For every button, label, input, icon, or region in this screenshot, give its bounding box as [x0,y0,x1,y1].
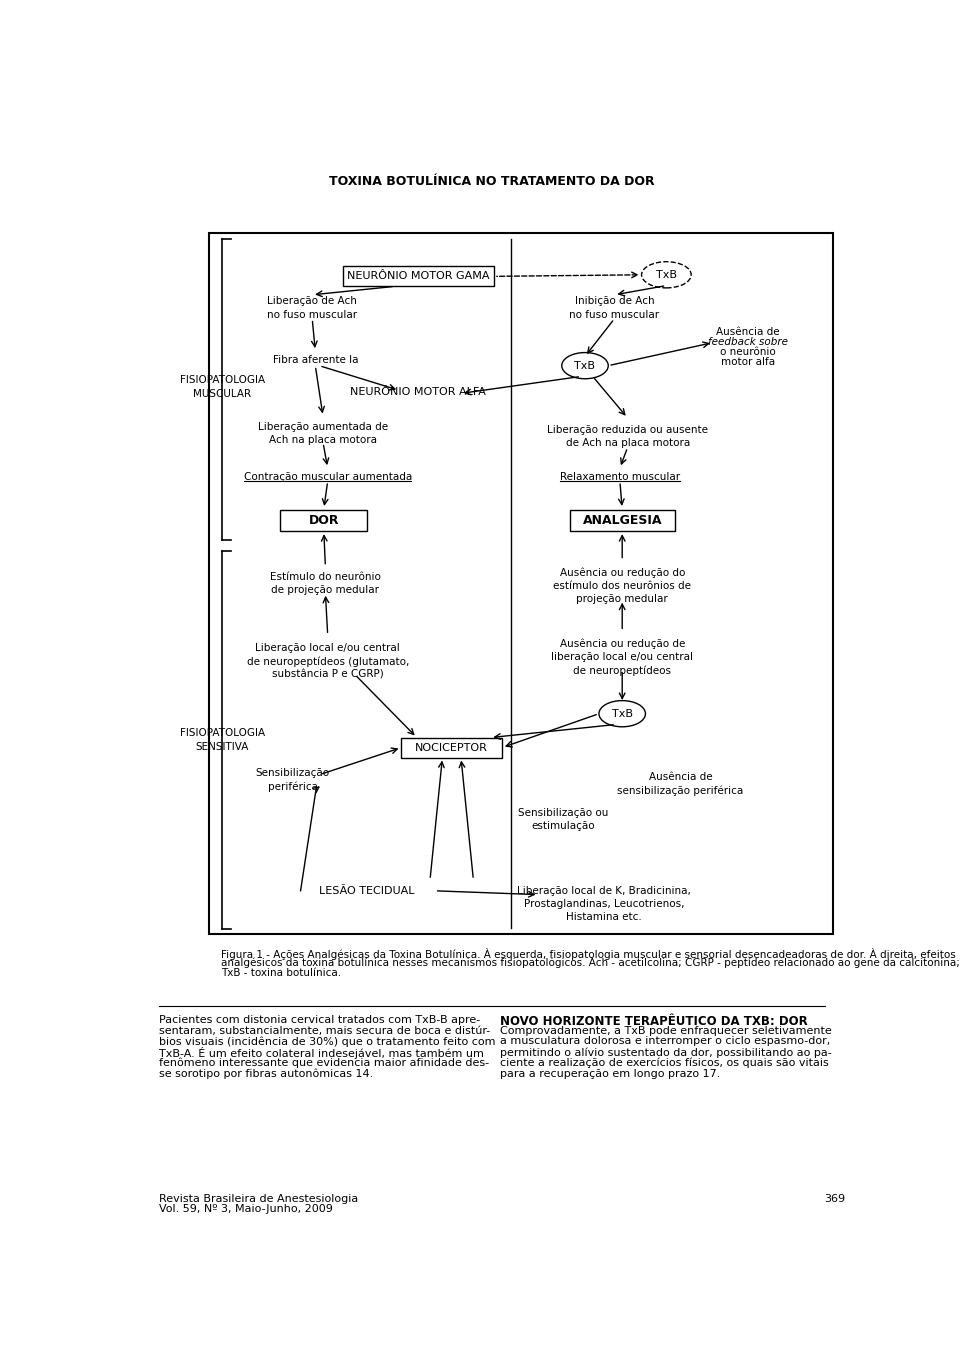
Text: Relaxamento muscular: Relaxamento muscular [560,471,680,482]
Text: Liberação local e/ou central
de neuropeptídeos (glutamato,
substância P e CGRP): Liberação local e/ou central de neuropep… [247,643,409,680]
Text: feedback sobre: feedback sobre [708,337,788,347]
Text: Ausência ou redução de
liberação local e/ou central
de neuropeptídeos: Ausência ou redução de liberação local e… [551,639,693,676]
Ellipse shape [562,352,609,378]
Text: TxB: TxB [612,709,633,719]
Text: Figura 1 - Ações Analgésicas da Toxina Botulínica. À esquerda, fisiopatologia mu: Figura 1 - Ações Analgésicas da Toxina B… [221,948,955,960]
Text: Liberação reduzida ou ausente
de Ach na placa motora: Liberação reduzida ou ausente de Ach na … [547,425,708,448]
Text: TxB: TxB [656,270,677,280]
Text: TxB - toxina botulínica.: TxB - toxina botulínica. [221,967,341,978]
Bar [401,738,502,758]
Text: FISIOPATOLOGIA
MUSCULAR: FISIOPATOLOGIA MUSCULAR [180,376,265,399]
Text: ciente a realização de exercícios físicos, os quais são vitais: ciente a realização de exercícios físico… [500,1057,828,1068]
Bar [570,511,675,531]
Text: TOXINA BOTULÍNICA NO TRATAMENTO DA DOR: TOXINA BOTULÍNICA NO TRATAMENTO DA DOR [329,175,655,189]
Text: ANALGESIA: ANALGESIA [583,515,662,527]
Text: Ausência ou redução do
estímulo dos neurônios de
projeção medular: Ausência ou redução do estímulo dos neur… [553,567,691,604]
Text: NEURÔNIO MOTOR GAMA: NEURÔNIO MOTOR GAMA [348,272,490,281]
Text: Liberação de Ach
no fuso muscular: Liberação de Ach no fuso muscular [267,296,357,320]
Text: LESÃO TECIDUAL: LESÃO TECIDUAL [319,885,414,896]
Text: motor alfa: motor alfa [721,357,775,367]
Bar [209,234,833,934]
Text: Ausência de
sensibilização periférica: Ausência de sensibilização periférica [617,772,743,796]
Text: TxB-A. É um efeito colateral indesejável, mas também um: TxB-A. É um efeito colateral indesejável… [158,1048,484,1059]
Text: fenômeno interessante que evidencia maior afinidade des-: fenômeno interessante que evidencia maio… [158,1057,489,1068]
Text: Pacientes com distonia cervical tratados com TxB-B apre-: Pacientes com distonia cervical tratados… [158,1015,480,1024]
Text: Vol. 59, Nº 3, Maio-Junho, 2009: Vol. 59, Nº 3, Maio-Junho, 2009 [158,1205,332,1214]
Ellipse shape [599,701,645,727]
Text: NEURÔNIO MOTOR ALFA: NEURÔNIO MOTOR ALFA [350,387,487,398]
Bar [280,511,368,531]
Text: se sorotipo por fibras autonômicas 14.: se sorotipo por fibras autonômicas 14. [158,1068,373,1079]
Text: analgésicos da toxina botulínica nesses mecanismos fisiopatológicos. Ach - aceti: analgésicos da toxina botulínica nesses … [221,958,960,968]
Text: NOCICEPTOR: NOCICEPTOR [416,743,488,753]
Text: sentaram, substancialmente, mais secura de boca e distúr-: sentaram, substancialmente, mais secura … [158,1026,490,1035]
Text: Liberação aumentada de
Ach na placa motora: Liberação aumentada de Ach na placa moto… [258,422,388,445]
Text: Liberação local de K, Bradicinina,
Prostaglandinas, Leucotrienos,
Histamina etc.: Liberação local de K, Bradicinina, Prost… [517,885,691,922]
Text: Sensibilização ou
estimulação: Sensibilização ou estimulação [518,807,609,831]
Text: Fibra aferente Ia: Fibra aferente Ia [273,355,358,365]
Ellipse shape [641,262,691,288]
Text: Comprovadamente, a TxB pode enfraquecer seletivamente: Comprovadamente, a TxB pode enfraquecer … [500,1026,831,1035]
Text: Ausência de: Ausência de [716,326,780,337]
Text: a musculatura dolorosa e interromper o ciclo espasmo-dor,: a musculatura dolorosa e interromper o c… [500,1037,830,1046]
Text: bios visuais (incidência de 30%) que o tratamento feito com: bios visuais (incidência de 30%) que o t… [158,1037,495,1046]
Text: FISIOPATOLOGIA
SENSITIVA: FISIOPATOLOGIA SENSITIVA [180,728,265,751]
Text: NOVO HORIZONTE TERAPÊUTICO DA TXB: DOR: NOVO HORIZONTE TERAPÊUTICO DA TXB: DOR [500,1015,807,1027]
Text: Sensibilização
periférica: Sensibilização periférica [255,768,330,792]
Bar [343,266,494,287]
Text: Contração muscular aumentada: Contração muscular aumentada [244,471,412,482]
Text: 369: 369 [824,1194,845,1205]
Text: Revista Brasileira de Anestesiologia: Revista Brasileira de Anestesiologia [158,1194,358,1205]
Text: permitindo o alívio sustentado da dor, possibilitando ao pa-: permitindo o alívio sustentado da dor, p… [500,1048,831,1057]
Text: para a recuperação em longo prazo 17.: para a recuperação em longo prazo 17. [500,1068,720,1079]
Text: o neurônio: o neurônio [720,347,776,357]
Text: DOR: DOR [308,515,339,527]
Text: TxB: TxB [574,361,595,370]
Text: Inibição de Ach
no fuso muscular: Inibição de Ach no fuso muscular [569,296,660,320]
Text: Estímulo do neurônio
de projeção medular: Estímulo do neurônio de projeção medular [270,572,381,596]
